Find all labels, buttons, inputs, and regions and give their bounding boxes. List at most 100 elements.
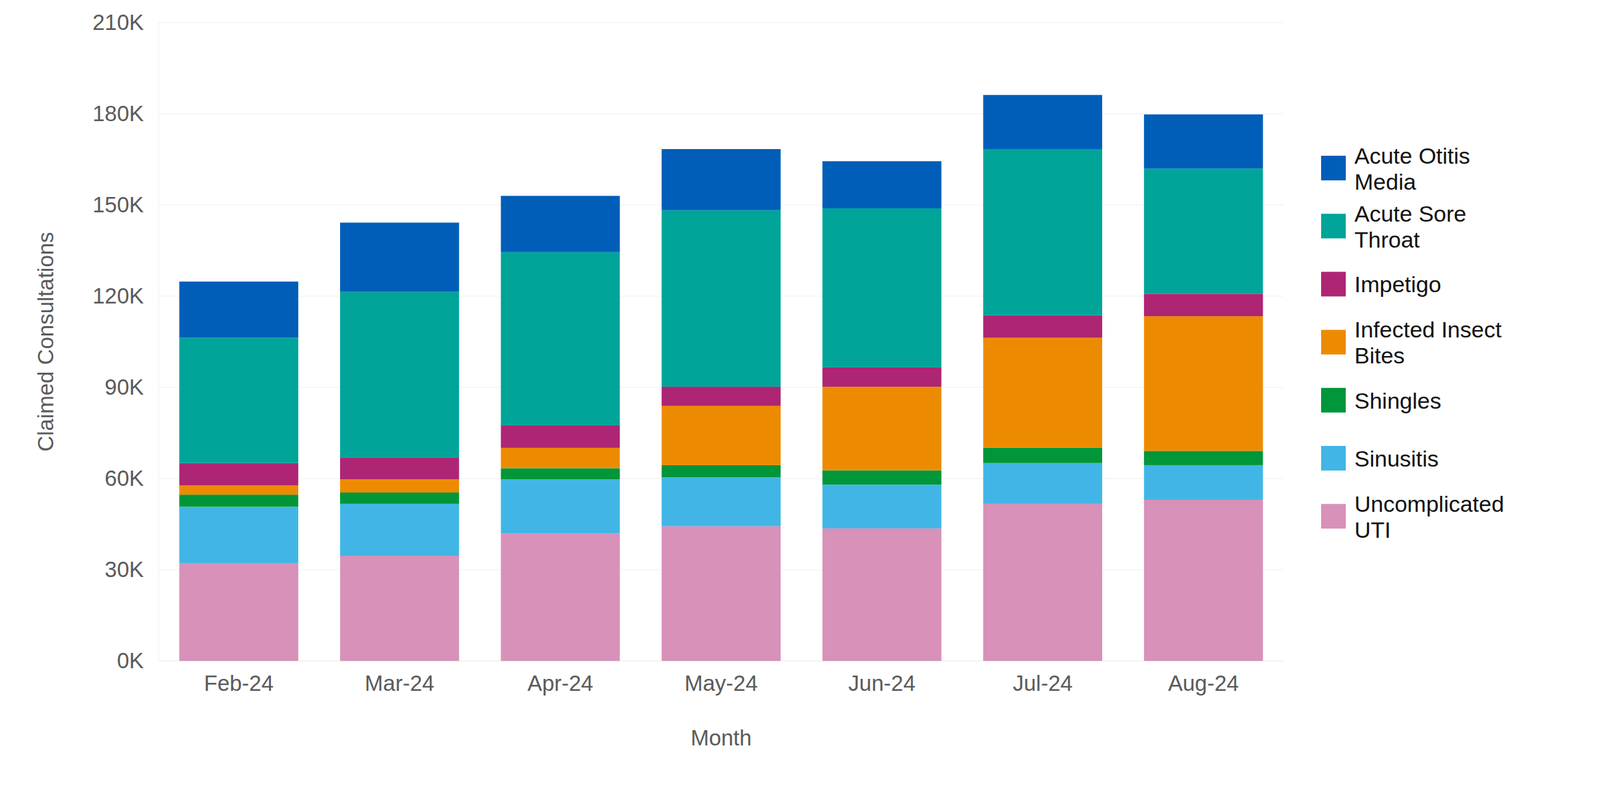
tick: 0K: [117, 648, 159, 673]
tick-label: 90K: [104, 374, 144, 400]
bar: [983, 95, 1103, 150]
legend-label: Acute OtitisMedia: [1354, 143, 1471, 195]
legend-swatch: [1321, 503, 1346, 529]
grid-line: [158, 22, 1284, 24]
legend-label: Shingles: [1354, 388, 1441, 414]
bar: [822, 161, 942, 209]
tick: 60K: [104, 465, 159, 491]
bar: [661, 465, 781, 478]
bar: [340, 222, 460, 292]
bar: [983, 149, 1103, 316]
legend-swatch: [1321, 445, 1346, 471]
tick-label: 180K: [92, 101, 144, 126]
legend-item: Infected InsectBites: [1321, 316, 1503, 369]
tick-label: 30K: [104, 557, 144, 582]
bar: [340, 292, 460, 458]
legend-swatch: [1321, 388, 1346, 413]
bar: [340, 479, 460, 493]
tick: Jul-24: [1012, 660, 1073, 696]
bar: [179, 506, 299, 563]
tick: 90K: [104, 374, 159, 400]
tick-label: Jul-24: [1012, 670, 1073, 696]
legend-item: Acute SoreThroat: [1321, 200, 1467, 253]
tick: 150K: [92, 192, 159, 217]
tick-label: Aug-24: [1168, 670, 1239, 696]
bar: [822, 208, 942, 368]
bar: [822, 367, 942, 387]
bar: [1144, 293, 1264, 317]
bar: [179, 485, 299, 496]
bar: [822, 386, 942, 471]
bar: [179, 338, 299, 464]
tick-label: May-24: [684, 670, 758, 696]
bar: [661, 210, 781, 387]
grid-line: [158, 113, 1284, 115]
grid: [158, 22, 1284, 661]
legend-swatch: [1321, 155, 1346, 181]
tick: Apr-24: [527, 660, 594, 696]
tick: 210K: [92, 9, 159, 35]
bar: [661, 477, 781, 527]
bar: [822, 484, 942, 529]
tick: 120K: [92, 283, 159, 309]
bar: [983, 447, 1103, 464]
tick-label: Jun-24: [848, 670, 916, 696]
bar: [822, 470, 942, 485]
bar: [661, 526, 781, 661]
bar: [1144, 465, 1264, 500]
axis-line: [159, 660, 1285, 662]
bar: [1144, 114, 1264, 169]
y-axis: 0K 30K 60K 90K 120K 150K 180K 210K: [92, 9, 160, 673]
legend: Acute OtitisMediaAcute SoreThroat Impetig…: [1321, 143, 1505, 543]
bars: [179, 95, 1263, 661]
bar: [340, 492, 460, 504]
x-axis-title: Month: [690, 725, 753, 751]
axis-line: [158, 23, 160, 662]
bar: [983, 315, 1103, 339]
bar: [1144, 450, 1264, 465]
tick: 180K: [92, 101, 159, 126]
legend-label: Sinusitis: [1354, 445, 1439, 472]
bar: [340, 457, 460, 480]
legend-swatch: [1321, 271, 1346, 297]
bar: [501, 479, 621, 534]
tick-label: 60K: [104, 465, 144, 491]
bar: [983, 503, 1103, 661]
legend-label: Impetigo: [1354, 271, 1441, 297]
legend-item: UncomplicatedUTI: [1321, 491, 1505, 543]
legend-item: Acute OtitisMedia: [1321, 143, 1471, 195]
bar: [1144, 168, 1264, 294]
bar: [501, 425, 621, 448]
legend-swatch: [1321, 330, 1346, 355]
tick-label: Apr-24: [527, 670, 594, 696]
tick: Aug-24: [1168, 660, 1239, 696]
bar: [501, 195, 621, 252]
tick: Jun-24: [848, 660, 916, 696]
x-axis: Feb-24 Mar-24 Apr-24 May-24 Jun-24 Jul-24 Aug-…: [159, 660, 1285, 696]
bar: [501, 533, 621, 661]
chart: 0K 30K 60K 90K 120K 150K 180K 210K Feb-24 Mar-24 A…: [0, 0, 1600, 798]
bar: [179, 463, 299, 486]
tick-label: 0K: [117, 648, 144, 673]
bar: [340, 503, 460, 556]
bar: [661, 386, 781, 406]
bar: [1144, 316, 1264, 451]
bar: [179, 281, 299, 338]
tick-label: Mar-24: [364, 670, 435, 696]
series: [179, 149, 1263, 464]
bar: [179, 563, 299, 661]
bar: [501, 252, 621, 426]
tick-label: 210K: [92, 9, 144, 35]
legend-label: Acute SoreThroat: [1354, 200, 1467, 253]
tick: Mar-24: [364, 660, 435, 696]
bar: [340, 555, 460, 661]
bar: [983, 338, 1103, 448]
bar: [822, 528, 942, 661]
plot-area: 0K 30K 60K 90K 120K 150K 180K 210K Feb-24 Mar-24 A…: [92, 9, 1285, 696]
y-axis-title: Claimed Consultations: [33, 231, 58, 452]
bar: [1144, 499, 1264, 661]
legend-item: Sinusitis: [1321, 445, 1439, 472]
tick: Feb-24: [204, 660, 275, 696]
legend-label: UncomplicatedUTI: [1354, 491, 1505, 543]
bar: [179, 494, 299, 507]
